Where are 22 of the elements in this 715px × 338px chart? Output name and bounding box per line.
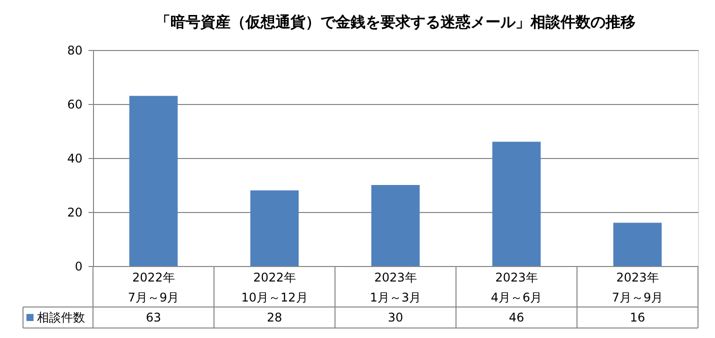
y-tick-label: 0 <box>74 260 82 274</box>
x-tick-label: 2023年 4月～6月 <box>490 270 542 304</box>
x-tick-label: 2023年 7月～9月 <box>612 270 664 304</box>
y-tick-label: 40 <box>67 152 82 166</box>
legend-label: 相談件数 <box>37 310 85 324</box>
bar <box>250 190 299 266</box>
data-label: 30 <box>388 310 404 324</box>
data-label: 16 <box>630 310 646 324</box>
x-tick-label: 2022年 10月～12月 <box>241 270 308 304</box>
data-label: 63 <box>146 310 162 324</box>
y-tick-label: 80 <box>67 44 82 58</box>
x-tick-label: 2023年 1月～3月 <box>370 270 422 304</box>
data-label: 28 <box>266 310 282 324</box>
bar <box>613 222 662 266</box>
y-tick-label: 20 <box>67 206 82 220</box>
y-tick-label: 60 <box>67 98 82 112</box>
data-label: 46 <box>508 310 524 324</box>
bar <box>129 96 178 266</box>
bar <box>492 142 541 266</box>
bar <box>371 185 420 266</box>
x-tick-label: 2022年 7月～9月 <box>128 270 180 304</box>
chart-title: 「暗号資産（仮想通貨）で金銭を要求する迷惑メール」相談件数の推移 <box>156 13 636 31</box>
